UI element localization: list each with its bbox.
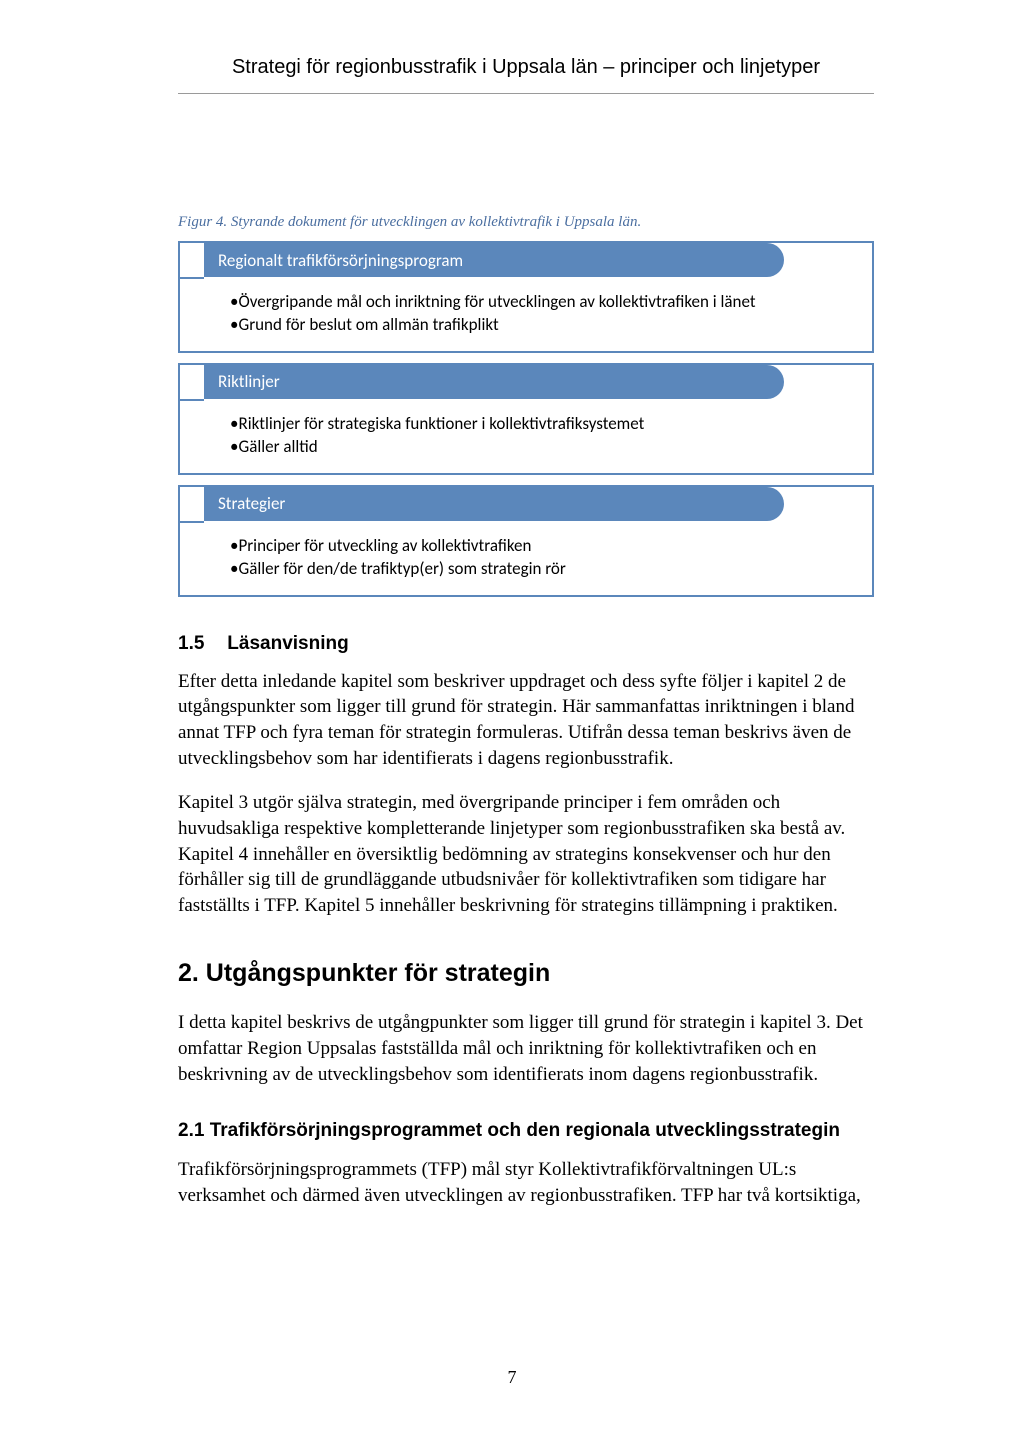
diagram-block-header: Strategier [180, 487, 872, 521]
diagram-bullet: •Riktlinjer för strategiska funktioner i… [230, 413, 852, 436]
diagram-block-title: Regionalt trafikförsörjningsprogram [204, 243, 784, 277]
diagram-block-header: Riktlinjer [180, 365, 872, 399]
diagram-bullet: •Principer för utveckling av kollektivtr… [230, 535, 852, 558]
subsection-heading-1-5: 1.5 Läsanvisning [178, 633, 874, 655]
document-page: Strategi för regionbusstrafik i Uppsala … [0, 0, 1024, 1448]
diagram-block-title: Strategier [204, 487, 784, 521]
diagram-block-body: •Övergripande mål och inriktning för utv… [180, 277, 872, 351]
diagram-bullet: •Grund för beslut om allmän trafikplikt [230, 314, 852, 337]
heading-title: Läsanvisning [227, 633, 348, 654]
figure-caption: Figur 4. Styrande dokument för utvecklin… [178, 214, 874, 231]
diagram-bullet: •Gäller för den/de trafiktyp(er) som str… [230, 558, 852, 581]
diagram-block-header: Regionalt trafikförsörjningsprogram [180, 243, 872, 277]
body-paragraph: Efter detta inledande kapitel som beskri… [178, 669, 874, 772]
diagram-block-body: •Principer för utveckling av kollektivtr… [180, 521, 872, 595]
diagram-block: Regionalt trafikförsörjningsprogram •Öve… [178, 241, 874, 353]
running-header: Strategi för regionbusstrafik i Uppsala … [178, 56, 874, 94]
diagram-block: Riktlinjer •Riktlinjer för strategiska f… [178, 363, 874, 475]
heading-number: 1.5 [178, 633, 222, 655]
body-paragraph: Trafikförsörjningsprogrammets (TFP) mål … [178, 1157, 874, 1209]
body-paragraph: Kapitel 3 utgör själva strategin, med öv… [178, 790, 874, 919]
body-paragraph: I detta kapitel beskrivs de utgångpunkte… [178, 1010, 874, 1087]
diagram-bullet: •Övergripande mål och inriktning för utv… [230, 291, 852, 314]
figure-diagram: Regionalt trafikförsörjningsprogram •Öve… [178, 241, 874, 597]
diagram-bullet: •Gäller alltid [230, 436, 852, 459]
diagram-block-title: Riktlinjer [204, 365, 784, 399]
subsection-heading-2-1: 2.1 Trafikförsörjningsprogrammet och den… [178, 1118, 874, 1144]
chapter-heading-2: 2. Utgångspunkter för strategin [178, 959, 874, 988]
diagram-block: Strategier •Principer för utveckling av … [178, 485, 874, 597]
page-number: 7 [0, 1367, 1024, 1388]
diagram-block-body: •Riktlinjer för strategiska funktioner i… [180, 399, 872, 473]
